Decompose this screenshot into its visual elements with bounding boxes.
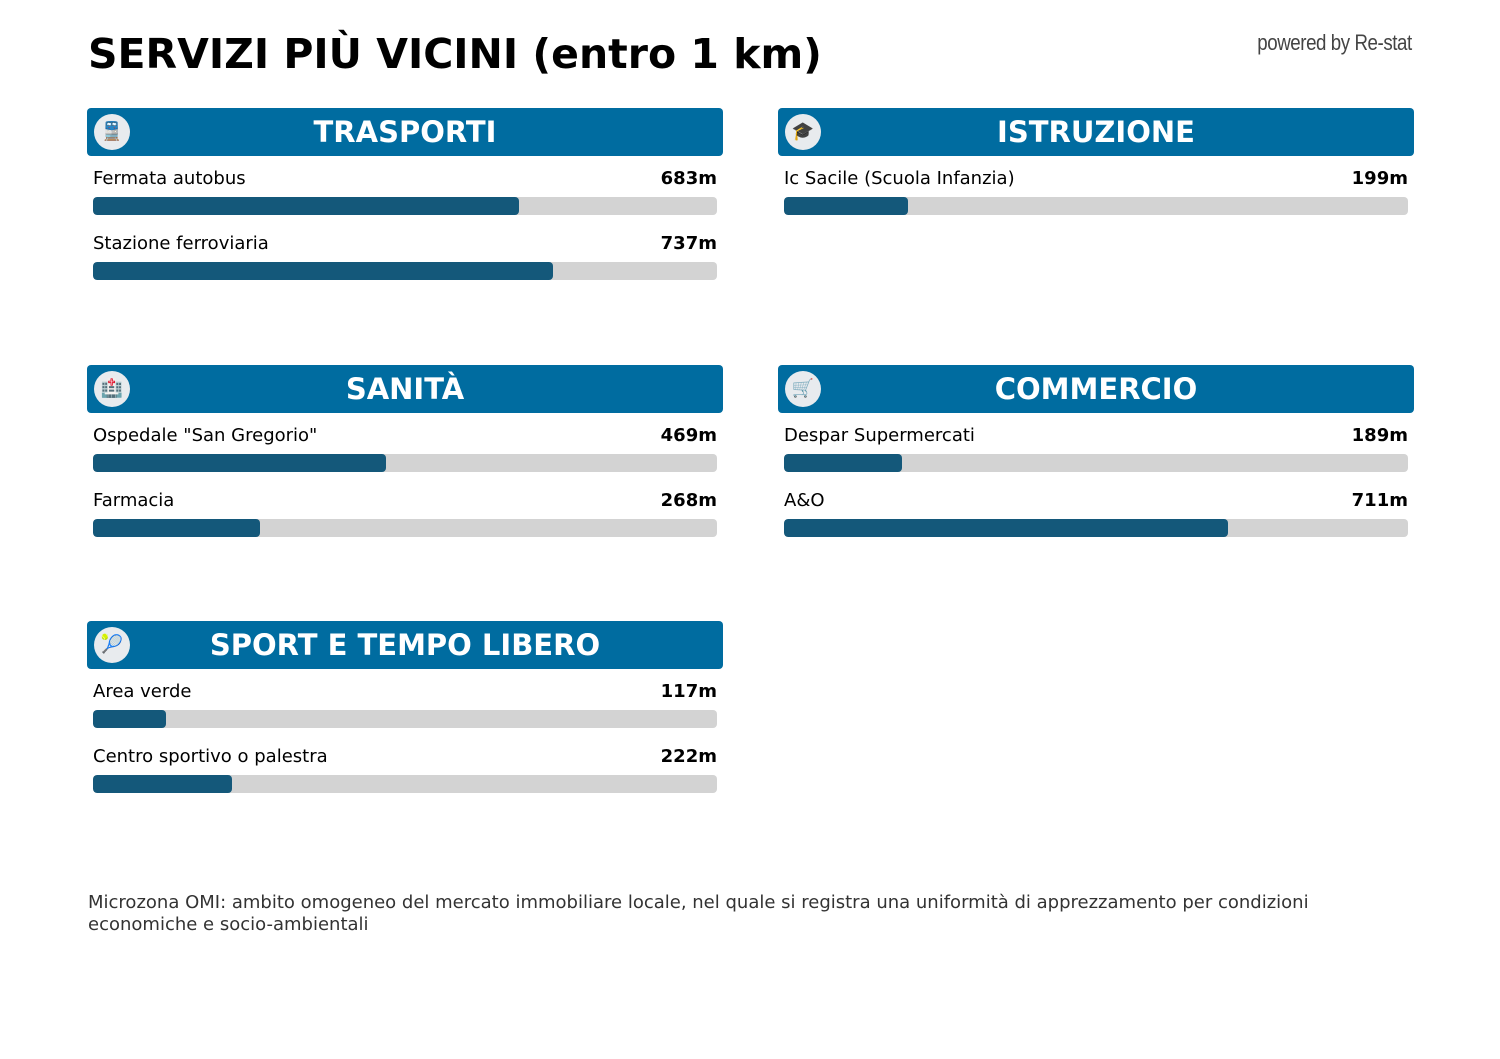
distance-bar-track (93, 775, 717, 793)
cart-icon: 🛒 (785, 371, 821, 407)
distance-bar-track (93, 519, 717, 537)
service-item: Fermata autobus 683m (93, 156, 717, 221)
service-distance: 469m (660, 425, 717, 446)
section-istruzione: 🎓 ISTRUZIONE Ic Sacile (Scuola Infanzia)… (778, 108, 1414, 221)
section-title: COMMERCIO (994, 372, 1198, 406)
student-icon: 🎓 (785, 114, 821, 150)
train-icon: 🚆 (94, 114, 130, 150)
distance-bar-track (93, 454, 717, 472)
distance-bar-track (784, 519, 1408, 537)
service-distance: 268m (660, 490, 717, 511)
section-header: 🛒 COMMERCIO (778, 365, 1414, 413)
section-sport-e-tempo-libero: 🎾 SPORT E TEMPO LIBERO Area verde 117m C… (87, 621, 723, 799)
service-item: Area verde 117m (93, 669, 717, 734)
section-title: TRASPORTI (313, 115, 497, 149)
section-header: 🎓 ISTRUZIONE (778, 108, 1414, 156)
distance-bar-track (93, 710, 717, 728)
section-title: SANITÀ (345, 372, 465, 406)
service-distance: 737m (660, 233, 717, 254)
service-label: A&O (784, 490, 825, 511)
distance-bar-fill (784, 519, 1228, 537)
service-label: Despar Supermercati (784, 425, 975, 446)
service-label: Farmacia (93, 490, 175, 511)
footnote: Microzona OMI: ambito omogeneo del merca… (88, 892, 1309, 935)
service-item: Ospedale "San Gregorio" 469m (93, 413, 717, 478)
service-item: Stazione ferroviaria 737m (93, 221, 717, 286)
distance-bar-fill (93, 454, 386, 472)
service-label: Stazione ferroviaria (93, 233, 269, 254)
tennis-racket-icon: 🎾 (94, 627, 130, 663)
service-distance: 189m (1351, 425, 1408, 446)
service-distance: 711m (1351, 490, 1408, 511)
distance-bar-track (93, 197, 717, 215)
hospital-icon: 🏥 (94, 371, 130, 407)
distance-bar-fill (784, 454, 902, 472)
distance-bar-fill (784, 197, 909, 215)
service-item: Despar Supermercati 189m (784, 413, 1408, 478)
section-header: 🏥 SANITÀ (87, 365, 723, 413)
service-label: Fermata autobus (93, 168, 246, 189)
section-sanit: 🏥 SANITÀ Ospedale "San Gregorio" 469m Fa… (87, 365, 723, 543)
section-header: 🎾 SPORT E TEMPO LIBERO (87, 621, 723, 669)
service-label: Area verde (93, 681, 192, 702)
service-distance: 683m (660, 168, 717, 189)
service-item: A&O 711m (784, 478, 1408, 543)
powered-by-logo: powered by Re-stat (1257, 30, 1412, 55)
section-commercio: 🛒 COMMERCIO Despar Supermercati 189m A&O… (778, 365, 1414, 543)
service-distance: 199m (1351, 168, 1408, 189)
service-label: Ospedale "San Gregorio" (93, 425, 318, 446)
distance-bar-track (784, 197, 1408, 215)
service-item: Farmacia 268m (93, 478, 717, 543)
distance-bar-fill (93, 519, 261, 537)
distance-bar-track (784, 454, 1408, 472)
section-header: 🚆 TRASPORTI (87, 108, 723, 156)
service-distance: 222m (660, 746, 717, 767)
service-label: Centro sportivo o palestra (93, 746, 328, 767)
distance-bar-fill (93, 197, 520, 215)
section-trasporti: 🚆 TRASPORTI Fermata autobus 683m Stazion… (87, 108, 723, 286)
service-item: Centro sportivo o palestra 222m (93, 734, 717, 799)
service-distance: 117m (660, 681, 717, 702)
distance-bar-fill (93, 710, 166, 728)
distance-bar-track (93, 262, 717, 280)
distance-bar-fill (93, 262, 553, 280)
distance-bar-fill (93, 775, 232, 793)
section-title: ISTRUZIONE (997, 115, 1195, 149)
section-title: SPORT E TEMPO LIBERO (209, 628, 601, 662)
service-item: Ic Sacile (Scuola Infanzia) 199m (784, 156, 1408, 221)
service-label: Ic Sacile (Scuola Infanzia) (784, 168, 1015, 189)
page-title: SERVIZI PIÙ VICINI (entro 1 km) (88, 30, 822, 78)
